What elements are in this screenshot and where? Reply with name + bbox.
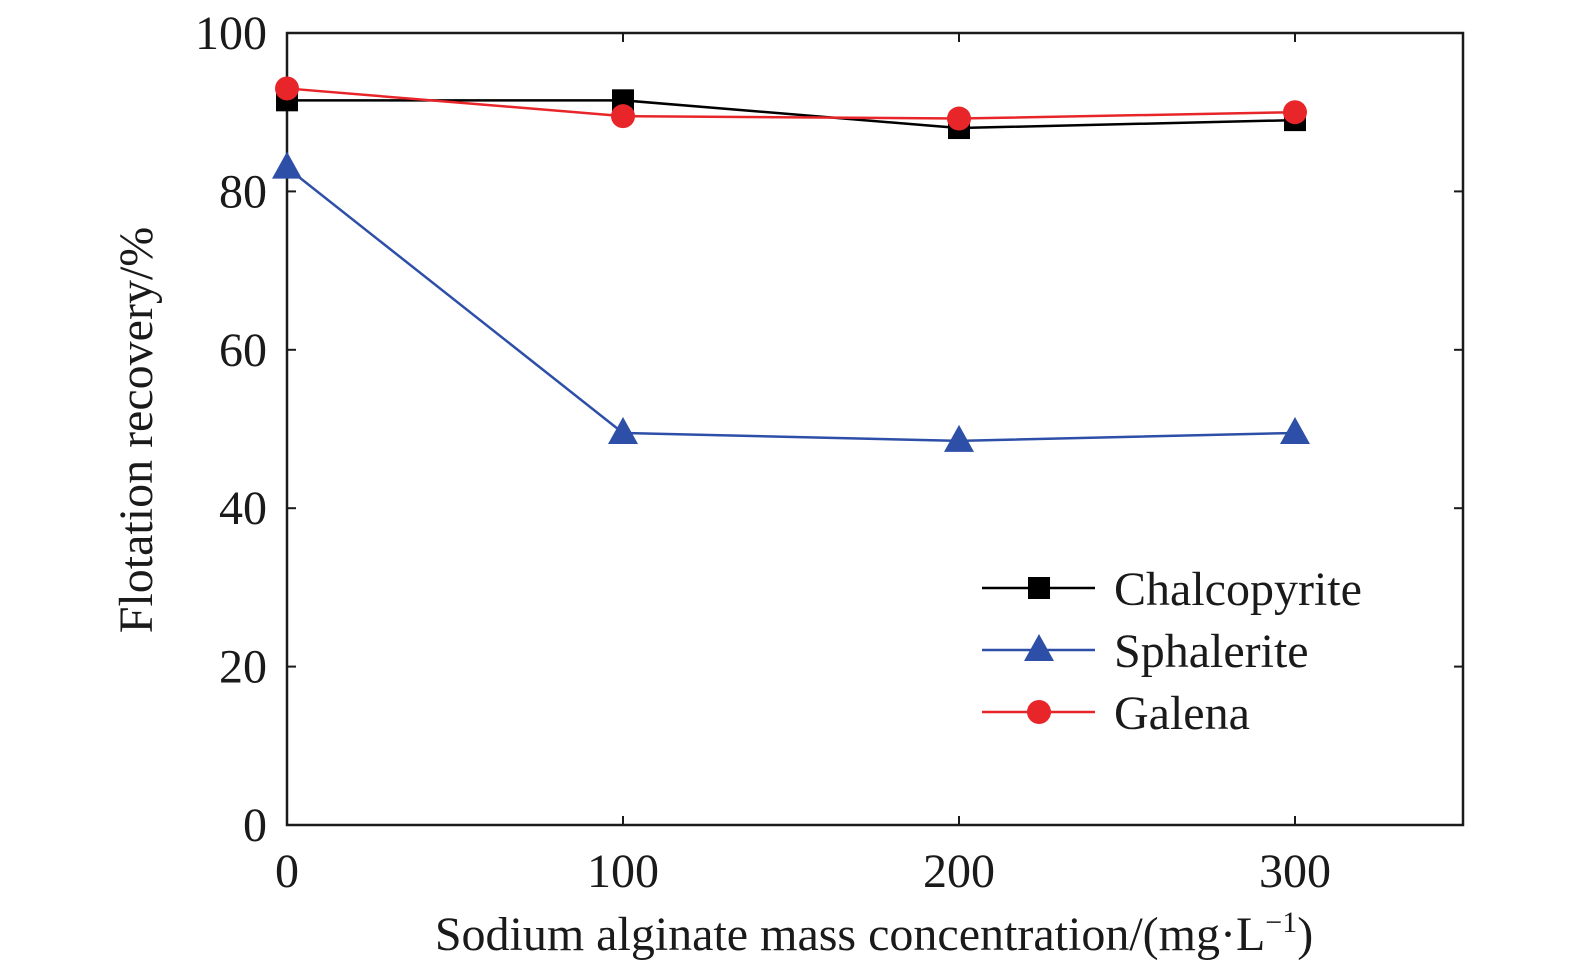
series-line-sphalerite <box>286 166 1296 443</box>
x-tick-label: 300 <box>1259 845 1331 898</box>
series-line-chalcopyrite <box>287 99 1296 130</box>
legend-item-sphalerite: Sphalerite <box>982 625 1309 678</box>
legend-marker-galena <box>1027 700 1051 724</box>
x-tick-label: 0 <box>275 845 299 898</box>
x-axis: 0 100 200 300 <box>275 33 1331 898</box>
legend-marker-sphalerite <box>1024 634 1054 661</box>
x-tick-label: 200 <box>923 845 995 898</box>
series-galena <box>275 76 1307 131</box>
y-tick-label: 60 <box>219 324 267 377</box>
data-point-galena <box>1283 100 1307 125</box>
series-sphalerite <box>272 151 1310 452</box>
x-axis-title-sup: −1 <box>1265 906 1297 939</box>
x-axis-title: Sodium alginate mass concentration/(mg·L… <box>435 906 1313 961</box>
series-lines <box>272 76 1310 452</box>
y-tick-label: 100 <box>195 7 267 60</box>
x-axis-title-end: ) <box>1297 908 1313 961</box>
y-tick-label: 0 <box>243 799 267 852</box>
legend-marker-chalcopyrite <box>1028 577 1050 599</box>
data-point-galena <box>275 76 299 101</box>
plot-border <box>285 31 1465 827</box>
y-axis-title: Flotation recovery/% <box>110 227 163 634</box>
data-point-galena <box>611 104 635 129</box>
data-point-sphalerite <box>272 151 302 179</box>
legend: Chalcopyrite Sphalerite Galena <box>982 563 1362 740</box>
y-tick-label: 80 <box>219 165 267 218</box>
x-tick-label: 100 <box>587 845 659 898</box>
legend-item-galena: Galena <box>982 687 1250 740</box>
data-point-sphalerite <box>608 416 638 444</box>
plot-frame <box>285 31 1465 827</box>
x-axis-title-main: Sodium alginate mass concentration/(mg·L <box>435 908 1265 961</box>
y-axis: 0 20 40 60 80 100 <box>195 7 1463 852</box>
y-tick-label: 40 <box>219 482 267 535</box>
legend-label-chalcopyrite: Chalcopyrite <box>1114 563 1362 616</box>
y-tick-label: 20 <box>219 641 267 694</box>
data-point-sphalerite <box>944 424 974 452</box>
legend-item-chalcopyrite: Chalcopyrite <box>982 563 1362 616</box>
legend-label-sphalerite: Sphalerite <box>1114 625 1309 678</box>
data-point-galena <box>947 106 971 131</box>
series-line-galena <box>286 87 1296 120</box>
data-point-sphalerite <box>1280 416 1310 444</box>
legend-label-galena: Galena <box>1114 687 1250 740</box>
